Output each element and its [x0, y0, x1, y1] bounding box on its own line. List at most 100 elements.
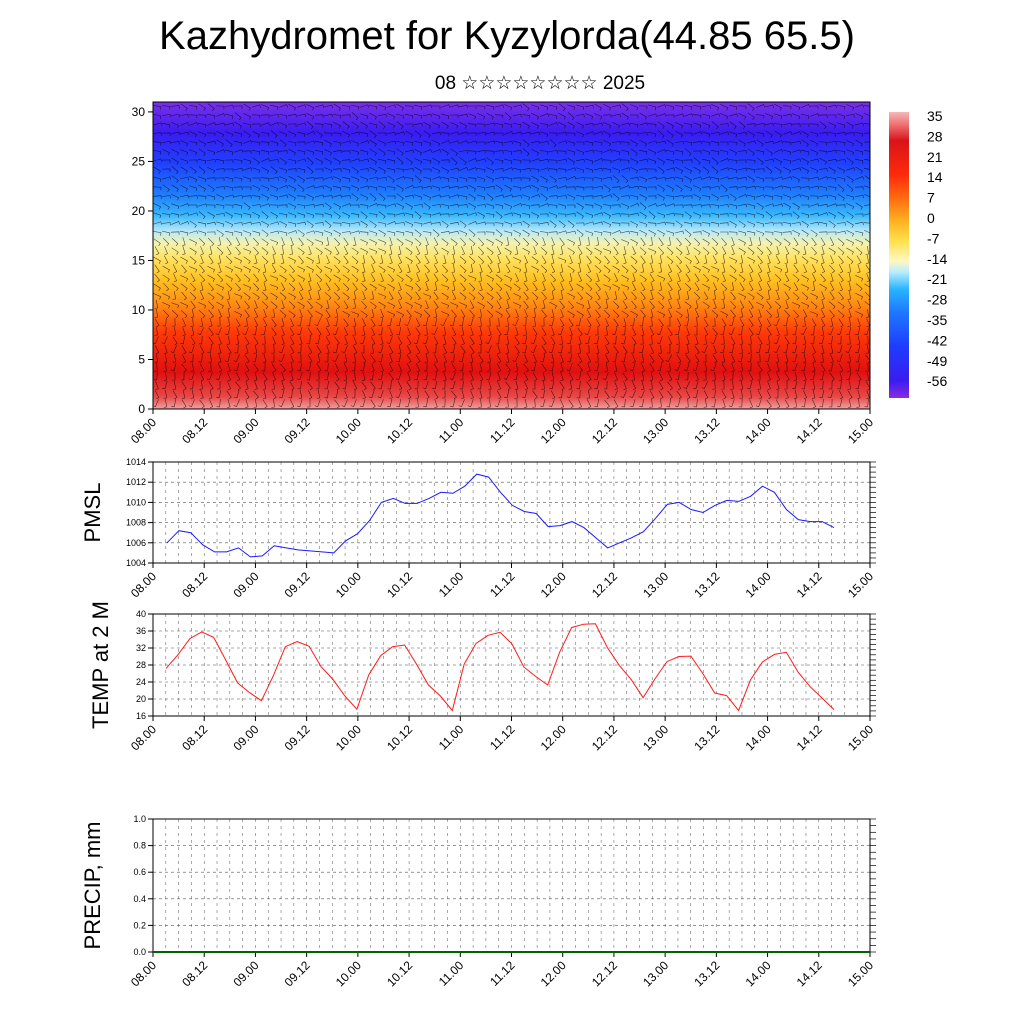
wind-barb [620, 195, 630, 199]
wind-barb [261, 211, 269, 220]
wind-barb [451, 390, 457, 400]
wind-barb [666, 158, 675, 164]
wind-barb [422, 213, 432, 218]
wind-barb [747, 247, 755, 255]
heatmap-field [153, 102, 870, 409]
wind-barb [369, 203, 379, 207]
wind-barb [774, 103, 782, 111]
wind-barb [604, 310, 611, 319]
wind-barb [324, 113, 333, 118]
wind-barb [405, 157, 413, 165]
wind-barb [639, 229, 647, 237]
wind-barb [603, 104, 611, 111]
wind-barb [505, 381, 511, 391]
wind-barb [344, 390, 348, 400]
wind-barb [641, 327, 645, 336]
wind-barb [362, 291, 366, 300]
wind-barb [639, 317, 644, 327]
wind-barb [388, 273, 394, 283]
wind-barb [774, 130, 782, 138]
wind-barb [540, 113, 550, 117]
wind-barb [532, 238, 539, 247]
wind-barb [586, 273, 593, 283]
wind-barb [486, 167, 495, 174]
wind-barb [307, 381, 313, 391]
wind-barb [262, 381, 267, 390]
wind-barb [387, 399, 393, 408]
wind-barb [288, 389, 293, 399]
colorbar-label: -28 [927, 292, 947, 308]
wind-barb [371, 327, 376, 337]
wind-barb [810, 140, 819, 147]
wind-barb [378, 372, 384, 381]
wind-barb [686, 327, 690, 337]
wind-barb [215, 372, 222, 381]
wind-barb [558, 103, 566, 111]
wind-barb [575, 114, 585, 118]
wind-barb [604, 300, 609, 309]
wind-barb [180, 103, 188, 111]
wind-barb [287, 123, 297, 127]
wind-barb [675, 310, 683, 318]
wind-barb [621, 149, 630, 155]
wind-barb [793, 237, 799, 247]
wind-barb [512, 318, 519, 327]
wind-barb [623, 318, 627, 327]
wind-barb [812, 273, 817, 283]
wind-barb [755, 168, 765, 172]
wind-barb [731, 363, 735, 373]
wind-barb [244, 317, 248, 327]
wind-barb [459, 157, 467, 165]
wind-barb [288, 193, 296, 201]
wind-barb [252, 167, 261, 174]
wind-barb [506, 300, 510, 309]
wind-barb [630, 139, 638, 147]
wind-barb [425, 237, 429, 247]
x-tick-label: 14.12 [794, 722, 825, 753]
wind-barb [306, 238, 314, 246]
wind-barb [532, 390, 538, 400]
wind-barb [469, 362, 473, 372]
wind-barb [153, 105, 162, 110]
wind-barb [433, 309, 438, 318]
wind-barb [738, 247, 746, 255]
wind-barb [389, 255, 393, 265]
wind-barb [566, 390, 573, 399]
wind-barb [531, 292, 539, 301]
wind-barb [495, 194, 504, 198]
wind-barb [755, 399, 762, 408]
wind-barb [829, 291, 835, 301]
wind-barb [828, 335, 833, 345]
wind-barb [351, 247, 359, 255]
wind-barb [577, 246, 583, 256]
wind-barb [531, 194, 541, 198]
wind-barb [685, 309, 690, 318]
wind-barb [361, 327, 366, 336]
wind-barb [557, 327, 564, 336]
wind-barb [441, 230, 450, 235]
wind-barb [270, 284, 279, 291]
wind-barb [657, 113, 667, 117]
wind-barb [207, 266, 215, 273]
wind-barb [253, 309, 259, 319]
wind-barb [307, 354, 313, 364]
wind-barb [865, 354, 870, 364]
wind-barb [387, 318, 393, 327]
wind-barb [685, 344, 689, 354]
wind-barb [693, 157, 701, 165]
wind-barb [333, 103, 341, 111]
wind-barb [415, 291, 421, 301]
wind-barb [603, 265, 611, 273]
wind-barb [587, 354, 591, 364]
wind-barb [666, 203, 676, 207]
wind-barb [441, 302, 450, 309]
wind-barb [613, 255, 619, 265]
wind-barb [801, 292, 809, 301]
wind-barb [306, 113, 315, 120]
wind-barb [649, 273, 655, 283]
wind-barb [557, 168, 567, 173]
wind-barb [576, 302, 585, 309]
wind-barb [792, 176, 800, 183]
wind-barb [784, 399, 790, 409]
wind-barb [559, 335, 563, 345]
